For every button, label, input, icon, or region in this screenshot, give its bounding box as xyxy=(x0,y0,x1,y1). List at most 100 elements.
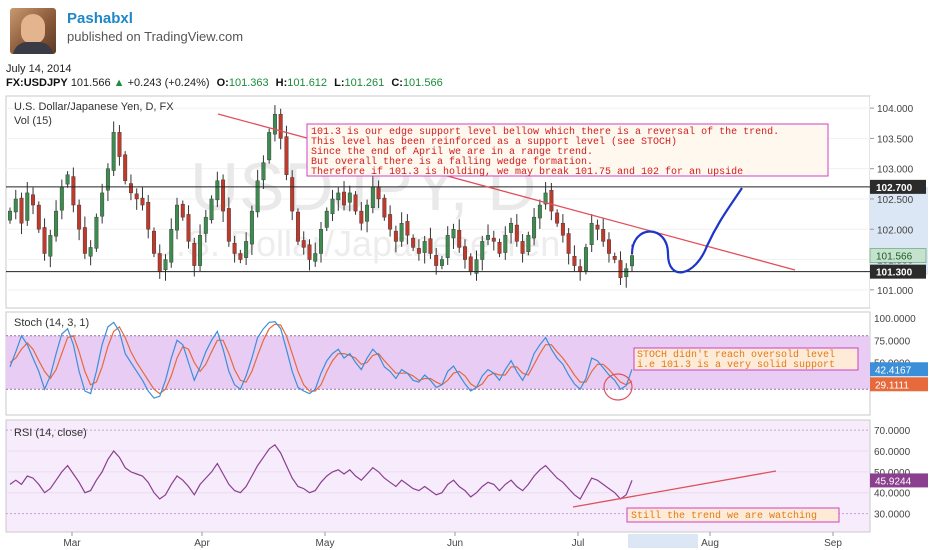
candle-body[interactable] xyxy=(128,183,133,194)
candle-body[interactable] xyxy=(359,210,364,224)
candle-body[interactable] xyxy=(54,210,59,237)
candle-body[interactable] xyxy=(307,244,312,260)
candle-body[interactable] xyxy=(284,136,289,175)
candle-body[interactable] xyxy=(36,204,41,230)
candle-body[interactable] xyxy=(8,210,12,221)
candle-body[interactable] xyxy=(290,177,295,212)
author-name[interactable]: Pashabxl xyxy=(67,10,133,27)
price-pane[interactable]: USDJPY, D U.S. Dollar/Japanese Yen 101.3… xyxy=(5,95,928,309)
candle-body[interactable] xyxy=(388,214,393,230)
candle-body[interactable] xyxy=(537,204,542,219)
rsi-annotation[interactable]: Still the trend we are watching xyxy=(626,507,840,523)
candle-body[interactable] xyxy=(342,191,347,206)
candle-body[interactable] xyxy=(468,256,473,272)
candle-body[interactable] xyxy=(146,202,151,230)
candle-body[interactable] xyxy=(376,187,381,200)
candle-body[interactable] xyxy=(589,222,594,245)
candle-body[interactable] xyxy=(422,241,427,253)
candle-body[interactable] xyxy=(457,229,462,248)
candle-body[interactable] xyxy=(134,193,139,200)
candle-body[interactable] xyxy=(123,154,128,181)
candle-body[interactable] xyxy=(393,230,398,242)
candle-body[interactable] xyxy=(100,192,105,217)
candle-body[interactable] xyxy=(48,235,53,257)
candle-body[interactable] xyxy=(566,233,571,254)
candle-body[interactable] xyxy=(503,235,508,253)
candle-body[interactable] xyxy=(324,210,329,228)
candle-body[interactable] xyxy=(618,260,623,278)
symbol[interactable]: FX:USDJPY xyxy=(6,77,68,89)
candle-body[interactable] xyxy=(560,222,565,236)
candle-body[interactable] xyxy=(163,259,168,271)
candle-body[interactable] xyxy=(439,259,444,266)
candle-body[interactable] xyxy=(71,176,76,206)
candle-body[interactable] xyxy=(157,253,162,272)
candle-body[interactable] xyxy=(370,186,375,208)
stoch-highlight-circle[interactable] xyxy=(603,373,633,401)
candle-body[interactable] xyxy=(111,132,116,171)
candle-body[interactable] xyxy=(445,235,450,258)
candle-body[interactable] xyxy=(474,259,479,274)
candle-body[interactable] xyxy=(261,162,266,181)
candle-body[interactable] xyxy=(94,216,99,249)
candle-body[interactable] xyxy=(347,192,352,203)
candle-body[interactable] xyxy=(249,210,254,245)
candle-body[interactable] xyxy=(336,192,341,201)
candle-body[interactable] xyxy=(319,229,323,254)
candle-body[interactable] xyxy=(624,268,629,278)
candle-body[interactable] xyxy=(549,189,554,212)
candle-body[interactable] xyxy=(365,204,370,222)
candle-body[interactable] xyxy=(416,248,421,254)
candle-body[interactable] xyxy=(353,194,358,212)
author-avatar[interactable] xyxy=(10,8,56,54)
candle-body[interactable] xyxy=(572,256,577,266)
candle-body[interactable] xyxy=(301,240,306,248)
candle-body[interactable] xyxy=(238,253,243,260)
candle-body[interactable] xyxy=(526,235,531,252)
candle-body[interactable] xyxy=(601,229,606,242)
candle-body[interactable] xyxy=(428,238,433,254)
candle-body[interactable] xyxy=(198,235,203,266)
candle-body[interactable] xyxy=(117,132,122,157)
candle-body[interactable] xyxy=(65,174,70,185)
candle-body[interactable] xyxy=(180,203,185,218)
candle-body[interactable] xyxy=(169,229,174,263)
candle-body[interactable] xyxy=(152,230,156,254)
candle-body[interactable] xyxy=(313,253,318,262)
candle-body[interactable] xyxy=(480,241,485,260)
chart-canvas[interactable]: USDJPY, D U.S. Dollar/Japanese Yen 101.3… xyxy=(0,94,932,550)
time-axis[interactable]: Mar Apr May Jun Jul Aug Sep xyxy=(63,532,842,549)
candle-body[interactable] xyxy=(77,204,82,230)
candle-body[interactable] xyxy=(486,235,490,240)
candle-body[interactable] xyxy=(31,194,36,206)
candle-body[interactable] xyxy=(19,197,24,224)
candle-body[interactable] xyxy=(520,241,525,254)
stoch-d-line[interactable] xyxy=(9,323,633,395)
stoch-k-line[interactable] xyxy=(9,320,633,399)
candle-body[interactable] xyxy=(267,132,272,161)
candle-body[interactable] xyxy=(411,237,416,248)
candle-body[interactable] xyxy=(295,211,300,242)
candle-body[interactable] xyxy=(583,247,588,271)
candle-body[interactable] xyxy=(330,198,335,215)
rsi-line[interactable] xyxy=(9,443,633,500)
candle-body[interactable] xyxy=(25,192,30,221)
candle-body[interactable] xyxy=(514,224,519,242)
candle-body[interactable] xyxy=(463,246,467,260)
candle-body[interactable] xyxy=(13,198,18,213)
candle-body[interactable] xyxy=(532,216,537,239)
candle-body[interactable] xyxy=(82,227,87,254)
annotation-box[interactable]: 101.3 is our edge support level bellow w… xyxy=(306,123,829,178)
candle-body[interactable] xyxy=(221,179,226,212)
candle-body[interactable] xyxy=(555,212,560,224)
candle-body[interactable] xyxy=(203,216,208,234)
stoch-annotation[interactable]: STOCH didn't reach oversold level i.e 10… xyxy=(633,347,859,371)
candle-body[interactable] xyxy=(215,180,220,201)
candle-body[interactable] xyxy=(226,208,231,242)
projection-path[interactable] xyxy=(630,187,743,274)
candle-body[interactable] xyxy=(543,192,548,205)
candle-body[interactable] xyxy=(595,224,600,230)
candle-body[interactable] xyxy=(140,197,145,206)
candle-body[interactable] xyxy=(497,242,502,254)
candle-body[interactable] xyxy=(42,227,47,254)
